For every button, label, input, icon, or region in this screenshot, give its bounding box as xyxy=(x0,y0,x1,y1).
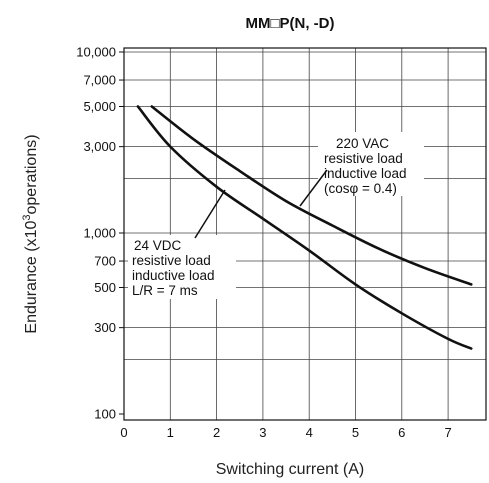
x-axis-label: Switching current (A) xyxy=(216,461,365,478)
x-tick-labels: 0 1 2 3 4 5 6 7 xyxy=(120,425,451,440)
x-tick-label: 4 xyxy=(306,425,313,440)
annotation-220vac-line: inductive load xyxy=(324,166,407,181)
annotation-220vac: 220 VAC resistive load inductive load (c… xyxy=(324,136,410,196)
annotation-220vac-box xyxy=(318,132,424,196)
y-tick-label: 3,000 xyxy=(83,139,116,154)
chart-title: MM□P(N, -D) xyxy=(245,15,334,32)
y-tick-label: 100 xyxy=(94,407,116,422)
y-axis-label-prefix: Endurance (x10 xyxy=(23,221,40,334)
x-tick-label: 0 xyxy=(120,425,127,440)
y-axis-label-exponent: 3 xyxy=(21,214,33,220)
x-tick-label: 1 xyxy=(167,425,174,440)
annotation-24vdc-line: inductive load xyxy=(132,268,215,283)
series-lines xyxy=(136,105,473,350)
annotation-24vdc-line: L/R = 7 ms xyxy=(132,283,198,298)
x-tick-label: 2 xyxy=(213,425,220,440)
annotation-24vdc-line: 24 VDC xyxy=(134,238,182,253)
annotation-220vac-line: 220 VAC xyxy=(336,136,389,151)
annotation-220vac-line: resistive load xyxy=(324,151,403,166)
x-tick-label: 6 xyxy=(398,425,405,440)
annotation-24vdc-box xyxy=(128,235,236,299)
y-tick-label: 700 xyxy=(94,254,116,269)
annotation-24vdc-line: resistive load xyxy=(132,253,211,268)
y-axis-label-suffix: operations) xyxy=(23,134,40,214)
x-tick-label: 3 xyxy=(259,425,266,440)
annotation-220vac-leader xyxy=(299,169,328,207)
grid-lines xyxy=(124,48,486,420)
y-tick-label: 10,000 xyxy=(76,45,116,60)
y-tick-label: 5,000 xyxy=(83,99,116,114)
y-tick-label: 300 xyxy=(94,320,116,335)
annotation-24vdc-leader xyxy=(194,189,226,239)
y-tick-label: 1,000 xyxy=(83,226,116,241)
series-line-220vac xyxy=(150,105,473,286)
annotation-24vdc: 24 VDC resistive load inductive load L/R… xyxy=(132,238,218,298)
x-tick-label: 7 xyxy=(444,425,451,440)
y-tick-label: 500 xyxy=(94,280,116,295)
y-tick-labels: 100 300 500 700 1,000 3,000 5,000 7,000 10,000 xyxy=(76,45,124,422)
y-tick-label: 7,000 xyxy=(83,73,116,88)
annotation-220vac-line: (cosφ = 0.4) xyxy=(324,181,397,196)
y-axis-label: Endurance (x103operations) xyxy=(21,134,40,333)
plot-frame xyxy=(123,47,487,421)
series-line-24vdc xyxy=(136,105,473,350)
x-tick-label: 5 xyxy=(352,425,359,440)
